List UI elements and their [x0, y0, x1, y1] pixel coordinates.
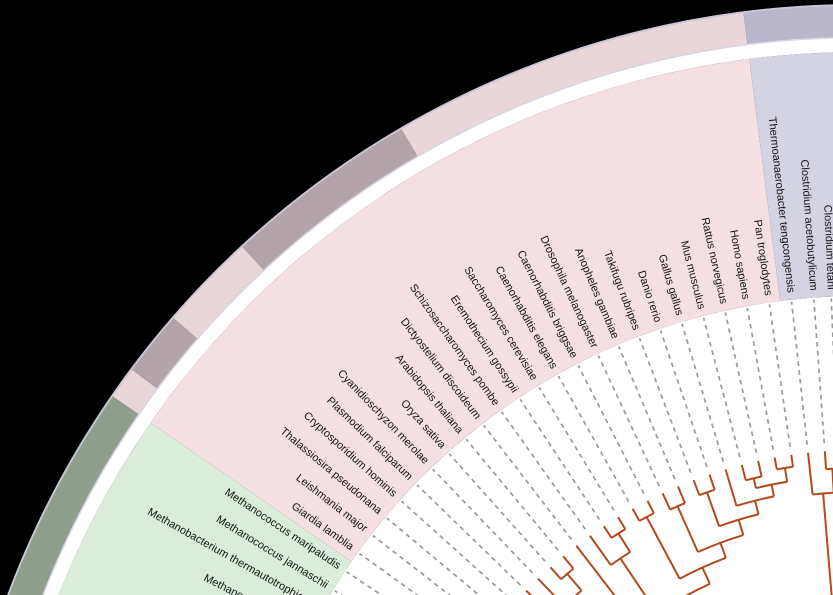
tree-branch-radial — [737, 519, 745, 536]
tree-branch-radial — [676, 505, 699, 553]
tip-dash-line — [386, 517, 481, 595]
tip-dash-line — [483, 424, 573, 540]
species-label-bacteria-0: Clostridium tetani — [821, 204, 833, 289]
tree-branch-radial — [525, 589, 533, 595]
tree-branch-radial — [752, 478, 758, 489]
outer-ring-segment-euk-ring-2 — [241, 127, 418, 270]
tree-branch-radial — [617, 516, 627, 530]
tree-branch-arc — [685, 582, 711, 595]
tree-branch-radial — [646, 500, 655, 514]
tree-branch-radial — [757, 460, 763, 477]
tip-dash-line — [557, 375, 630, 503]
tree-branch-radial — [537, 578, 556, 595]
tree-branch-radial — [549, 566, 562, 580]
tree-branch-radial — [566, 573, 583, 592]
tip-dash-line — [432, 468, 534, 574]
sector-archaea — [58, 422, 352, 595]
outer-ring-segment-euk-ring-4 — [130, 317, 198, 389]
tip-dash-line — [538, 386, 615, 511]
tip-dash-line — [577, 365, 645, 495]
tree-branch-radial — [790, 454, 795, 467]
tree-branch-radial — [823, 451, 828, 470]
tree-branch-radial — [692, 479, 701, 496]
tree-branch-radial — [706, 492, 721, 527]
tree-branch-radial — [619, 557, 647, 595]
tree-branch-radial — [822, 493, 833, 595]
tip-dash-line — [597, 355, 660, 487]
tree-branch-radial — [661, 492, 672, 511]
tree-branch-radial — [719, 542, 727, 559]
sector-eukaryota — [150, 58, 781, 562]
tree-branch-radial — [740, 464, 747, 481]
tip-dash-line — [465, 438, 559, 551]
tip-dash-line — [617, 346, 676, 480]
tree-branch-radial — [631, 508, 641, 522]
tip-dash-line — [372, 534, 451, 595]
outer-ring-segment-euk-ring-1 — [400, 11, 748, 157]
tree-branch-radial — [562, 555, 575, 570]
tip-dash-line — [702, 317, 741, 458]
outer-ring-segment-euk-ring-3 — [172, 245, 264, 339]
tip-dash-line — [746, 307, 775, 450]
outer-ring-segment-bacteria-ring — [743, 4, 833, 45]
tree-branch-radial — [602, 525, 613, 539]
tip-dash-line — [659, 330, 708, 468]
tree-branch-radial — [783, 467, 789, 482]
tree-branch-radial — [701, 567, 711, 585]
tree-branch-radial — [575, 545, 616, 595]
tree-branch-radial — [770, 484, 775, 497]
tip-dash-line — [416, 484, 521, 586]
tree-area-disc — [330, 296, 833, 595]
tip-dash-line — [724, 312, 758, 454]
tip-dash-line — [768, 304, 791, 448]
tip-dash-line — [519, 398, 601, 520]
tip-dash-line — [790, 301, 809, 445]
tree-branch-radial — [617, 532, 631, 553]
tip-dash-line — [501, 411, 586, 530]
tree-branch-radial — [773, 457, 778, 470]
tree-branch-radial — [645, 516, 681, 580]
tip-dash-line — [681, 323, 725, 462]
tree-branch-radial — [807, 452, 814, 495]
tree-branch-radial — [724, 469, 738, 507]
tip-dash-line — [401, 500, 508, 595]
outer-ring-segment-archaea-ring — [7, 395, 139, 595]
sector-bacteria — [749, 52, 833, 301]
tree-branch-radial — [589, 535, 612, 566]
tree-branch-radial — [708, 474, 716, 490]
tree-branch-radial — [754, 500, 760, 515]
tip-dash-line — [638, 337, 692, 474]
tree-branch-radial — [677, 486, 686, 504]
tip-dash-line — [813, 299, 826, 444]
tip-dash-line — [448, 453, 546, 562]
